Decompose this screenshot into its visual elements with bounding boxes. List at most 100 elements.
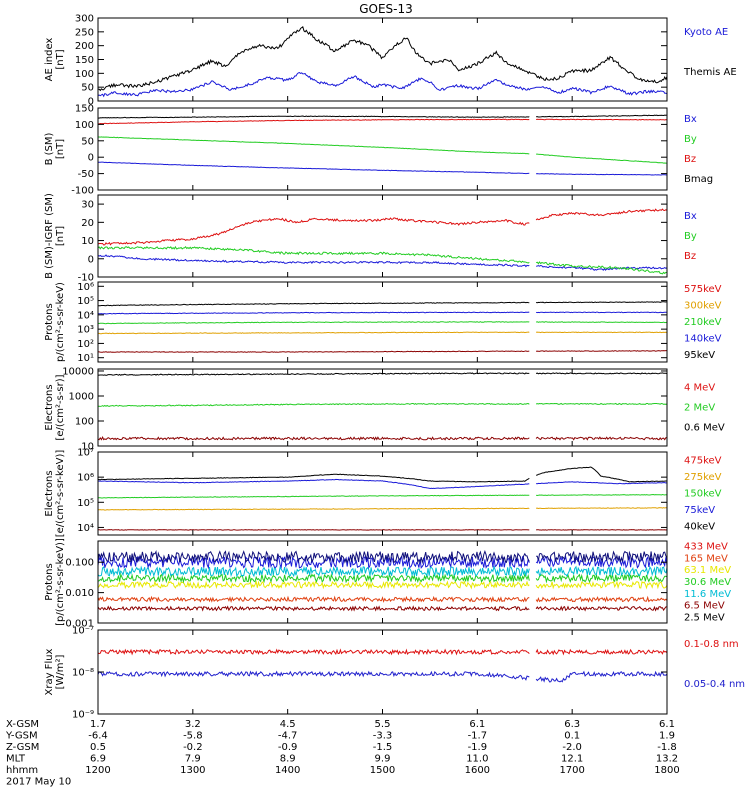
x-table-value: 13.2 <box>656 754 678 765</box>
legend-entry: Bz <box>684 154 696 165</box>
series-line-electrons-kev-3 <box>97 478 668 490</box>
series-line-b-3 <box>97 114 668 119</box>
y-axis-label: [e/(cm²-s-sr)] <box>55 374 66 440</box>
panel-frame <box>97 368 668 447</box>
legend-entry: Themis AE <box>683 67 737 78</box>
x-table-value: 1600 <box>465 765 490 776</box>
y-tick-label: 10⁻⁸ <box>72 668 94 679</box>
y-tick-label: 10⁵ <box>77 498 94 509</box>
x-table-value: 1200 <box>85 765 110 776</box>
y-tick-label: 100 <box>75 69 94 80</box>
legend-entry: 75keV <box>684 505 715 516</box>
x-table-value: 6.1 <box>659 719 675 730</box>
x-table-value: -1.7 <box>468 731 488 742</box>
y-tick-label: 150 <box>75 104 94 115</box>
legend-entry: Bx <box>684 114 697 125</box>
series-line-electrons-kev-2 <box>98 493 668 499</box>
x-table-value: -0.9 <box>278 742 298 753</box>
legend-entry: 433 MeV <box>684 542 728 553</box>
y-axis-label: B (SM) <box>44 132 55 165</box>
y-axis-label: Electrons <box>44 470 55 516</box>
y-axis-label: B (SM)-IGRF (SM) <box>44 193 55 279</box>
y-tick-label: 300 <box>75 14 94 25</box>
legend-entry: 6.5 MeV <box>684 601 725 612</box>
y-axis-label: [p/(cm²-s-sr-keV)] <box>55 538 66 626</box>
series-line-protons-mev-0 <box>97 605 667 612</box>
x-table-value: 1500 <box>370 765 395 776</box>
y-axis-label: [nT] <box>55 49 66 69</box>
panel-b-igrf: -10 0 10 20 30 B (SM)-IGRF (SM) [nT] Bx By Bz <box>44 193 697 283</box>
series-line-protons-mag-2 <box>97 321 668 325</box>
legend-entry: 150keV <box>684 489 722 500</box>
y-tick-label: 50 <box>81 83 94 94</box>
series-line-ae-0 <box>97 72 668 98</box>
x-table-value: 0.1 <box>564 731 580 742</box>
legend-entry: 165 MeV <box>684 553 728 564</box>
y-tick-label: 10⁻⁹ <box>72 710 94 721</box>
y-tick-label: 10⁶ <box>77 473 94 484</box>
y-tick-label: -50 <box>78 169 94 180</box>
y-tick-label: 10 <box>81 442 94 453</box>
y-tick-label: 200 <box>75 41 94 52</box>
y-tick-label: 30 <box>81 200 94 211</box>
x-table-value: 1800 <box>654 765 679 776</box>
series-line-electrons-mev-0 <box>97 372 668 376</box>
legend-entry: By <box>684 134 697 145</box>
series-line-protons-mag-1 <box>97 331 668 335</box>
y-tick-label: 100 <box>75 416 94 427</box>
legend-entry: 40keV <box>684 522 715 533</box>
x-table-value: -1.5 <box>373 742 393 753</box>
y-axis-label: Protons <box>44 303 55 340</box>
y-tick-label: 0 <box>88 254 94 265</box>
series-line-protons-mev-4 <box>97 565 668 578</box>
x-table-value: 6.1 <box>469 719 485 730</box>
series-line-b-1 <box>98 136 667 164</box>
y-tick-label: -100 <box>71 186 94 197</box>
x-table-value: 1.9 <box>659 731 675 742</box>
x-table-value: -1.8 <box>657 742 677 753</box>
panel-frame <box>97 194 668 278</box>
x-table-value: 11.0 <box>466 754 488 765</box>
legend-entry: 63.1 MeV <box>684 565 731 576</box>
x-table-value: -4.7 <box>278 731 298 742</box>
series-line-protons-mev-6 <box>97 550 668 565</box>
x-table-value: 8.9 <box>280 754 296 765</box>
date-label: 2017 May 10 <box>6 777 71 788</box>
legend-entry: 300keV <box>684 301 722 312</box>
y-tick-label: 10⁻⁷ <box>72 626 94 637</box>
series-line-protons-mag-4 <box>97 301 668 307</box>
series-line-electrons-kev-1 <box>97 507 667 511</box>
legend-entry: 210keV <box>684 317 722 328</box>
y-tick-label: 0 <box>88 153 94 164</box>
x-table-value: -0.2 <box>183 742 203 753</box>
x-table-value: 12.1 <box>561 754 583 765</box>
legend-entry: 0.1-0.8 nm <box>684 639 739 650</box>
y-axis-label: Xray Flux <box>44 648 55 695</box>
y-tick-label: -10 <box>78 273 94 284</box>
legend-entry: Kyoto AE <box>684 27 728 38</box>
panel-ae: 0 50 100 150 200 250 300 AE index [nT] Kyoto AE Th… <box>44 14 737 108</box>
panel-electrons-mev: 10 100 1000 10000 Electrons [e/(cm²-s-sr)] 4 M… <box>44 366 725 452</box>
y-tick-label: 100 <box>75 120 94 131</box>
y-tick-label: 150 <box>75 55 94 66</box>
legend-entry: By <box>684 231 697 242</box>
series-line-b-igrf-0 <box>97 254 668 271</box>
legend-entry: 2 MeV <box>684 403 715 414</box>
x-table-row-label: hhmm <box>6 765 38 776</box>
panel-b: -100 -50 0 50 100 150 B (SM) [nT] Bx By Bz Bmag <box>44 104 713 197</box>
series-line-b-igrf-2 <box>97 208 668 246</box>
panel-frame <box>97 451 668 536</box>
legend-entry: 275keV <box>684 472 722 483</box>
x-table-row-label: Y-GSM <box>5 731 38 742</box>
y-axis-label: Protons <box>44 563 55 600</box>
series-line-protons-mag-0 <box>97 350 667 353</box>
panel-electrons-kev: 10⁴ 10⁵ 10⁶ 10⁷ Electrons [e/(cm²-s-sr-keV)] 4… <box>44 448 722 538</box>
legend-entry: 0.6 MeV <box>684 423 725 434</box>
panel-protons-mev: 0.001 0.010 0.100 Protons [p/(cm²-s-sr-keV)]… <box>44 538 731 629</box>
x-table-row-label: MLT <box>6 754 26 765</box>
panel-xray: 10⁻⁹ 10⁻⁸ 10⁻⁷ Xray Flux [W/m²] 0.1-0.8 nm 0.0… <box>44 626 745 721</box>
x-table-value: 5.5 <box>375 719 391 730</box>
x-axis-table: X-GSM 1.7 3.2 4.5 5.5 6.1 6.3 6.1Y-GSM -6.4 -5.8-… <box>5 719 680 788</box>
legend-entry: 11.6 MeV <box>684 589 731 600</box>
